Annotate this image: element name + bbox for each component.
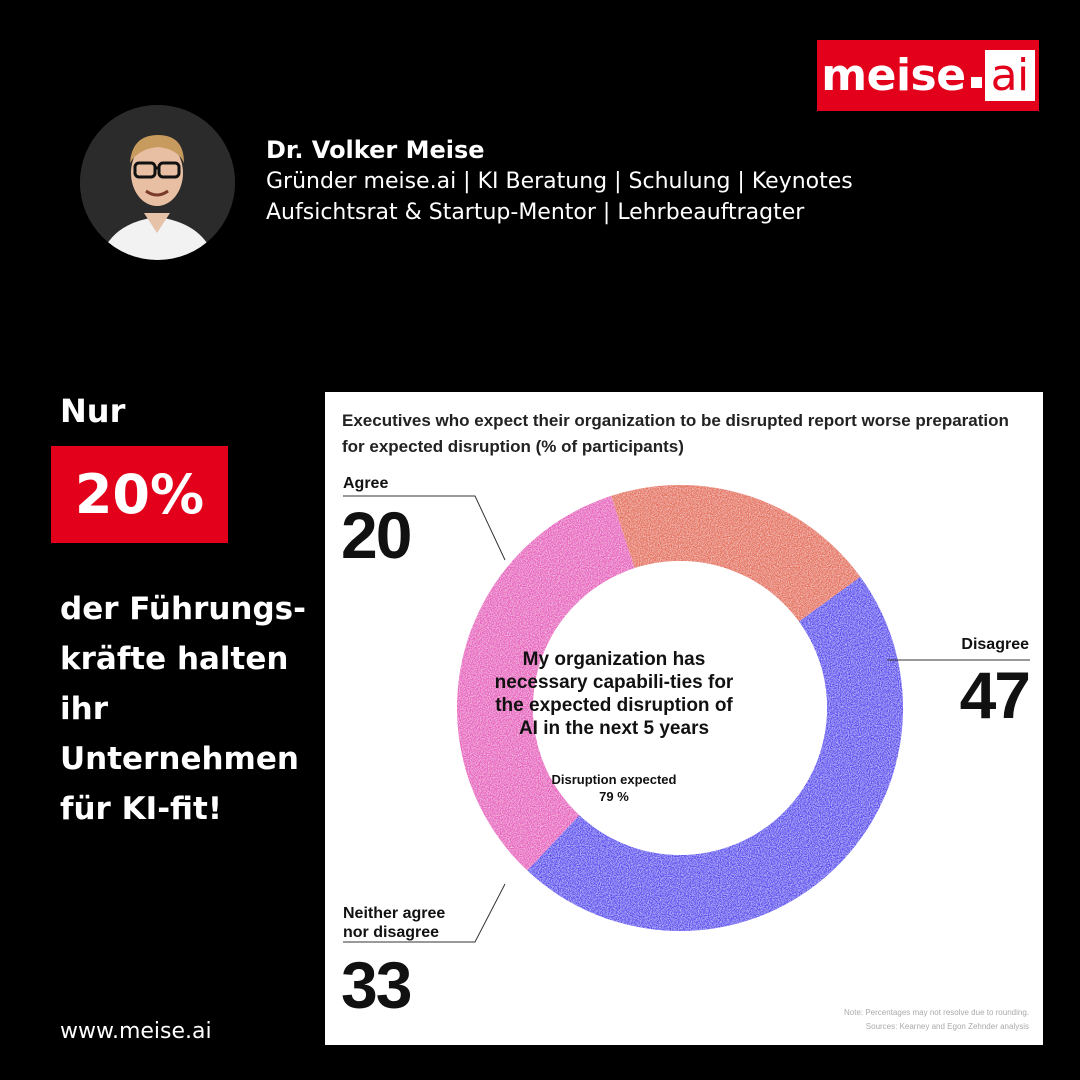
headline-percent: 20% — [74, 463, 205, 526]
label-neither-line-1: Neither agree — [343, 905, 446, 922]
claim-line: für KI-fit! — [60, 791, 222, 827]
donut-slice-agree — [611, 485, 861, 622]
claim-line: ihr — [60, 691, 108, 727]
profile-name: Dr. Volker Meise — [266, 136, 485, 164]
center-question: My organization has necessary capabili-t… — [494, 649, 734, 739]
center-sub-value: 79 % — [599, 789, 629, 804]
value-neither: 33 — [341, 948, 412, 1022]
label-neither: Neither agree nor disagree — [343, 904, 445, 942]
donut-hole — [533, 561, 827, 855]
label-neither-line-2: nor disagree — [343, 924, 440, 941]
claim-line: der Führungs- — [60, 591, 307, 627]
chart-note-text: Note: Percentages may not resolve due to… — [844, 1008, 1029, 1017]
claim-line: Unternehmen — [60, 741, 299, 777]
profile-line-2: Aufsichtsrat & Startup-Mentor | Lehrbeau… — [266, 200, 805, 225]
logo-ai-text: ai — [984, 50, 1035, 101]
logo-dot — [968, 75, 984, 90]
label-disagree: Disagree — [961, 636, 1029, 653]
donut-slice-neither-agree-nor-disagree — [456, 495, 635, 871]
value-agree: 20 — [341, 498, 412, 572]
headline-claim: der Führungs- kräfte halten ihr Unterneh… — [60, 584, 310, 834]
donut-chart — [343, 485, 1030, 943]
chart-sources: Sources: Kearney and Egon Zehnder analys… — [865, 1022, 1029, 1031]
avatar — [80, 105, 235, 260]
chart-note: Note: Percentages may not resolve due to… — [844, 1006, 1029, 1034]
value-disagree: 47 — [959, 658, 1031, 732]
leader-line-neither — [343, 883, 506, 943]
footer-url[interactable]: www.meise.ai — [60, 1019, 212, 1044]
profile-block: Dr. Volker Meise Gründer meise.ai | KI B… — [266, 134, 853, 228]
logo-main-text: meise — [821, 50, 966, 101]
donut-slice-disagree — [527, 576, 903, 931]
leader-line-agree — [343, 495, 506, 561]
center-sub: Disruption expected 79 % — [515, 771, 713, 805]
claim-line: kräfte halten — [60, 641, 289, 677]
center-sub-label: Disruption expected — [551, 772, 677, 787]
person-portrait-icon — [80, 105, 235, 260]
headline-pre: Nur — [60, 392, 126, 430]
meise-ai-logo: meise ai — [817, 40, 1039, 111]
chart-card: Executives who expect their organization… — [325, 392, 1043, 1045]
chart-title: Executives who expect their organization… — [342, 411, 1009, 456]
profile-line-1: Gründer meise.ai | KI Beratung | Schulun… — [266, 169, 853, 194]
headline-percent-box: 20% — [51, 446, 228, 543]
label-agree: Agree — [343, 475, 389, 492]
